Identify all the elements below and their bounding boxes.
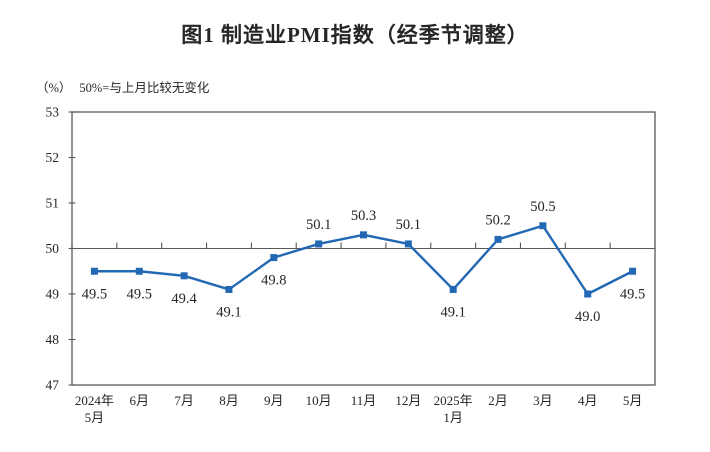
y-axis-tick-label: 52: [46, 150, 60, 165]
data-point-marker: [225, 285, 233, 293]
data-point-label: 49.1: [216, 304, 241, 320]
axis-unit-note: （%） 50%=与上月比较无变化: [36, 77, 209, 96]
data-point-marker: [180, 272, 188, 280]
data-point-label: 50.1: [306, 217, 331, 233]
x-axis-label: 12月: [395, 393, 421, 408]
data-point-marker: [494, 235, 502, 243]
data-point-marker: [404, 240, 412, 248]
x-axis-label: 2月: [488, 393, 508, 408]
x-axis-label: 2025年: [434, 393, 473, 408]
data-point-label: 49.1: [441, 304, 466, 320]
data-point-marker: [315, 240, 323, 248]
x-axis-label: 8月: [219, 393, 239, 408]
data-point-label: 50.3: [351, 208, 376, 224]
x-axis-label: 4月: [578, 393, 598, 408]
data-point-label: 50.2: [485, 212, 510, 228]
data-point-label: 49.5: [620, 286, 645, 302]
data-point-label: 49.5: [127, 286, 152, 302]
y-axis-tick-label: 53: [46, 105, 60, 120]
data-point-label: 49.8: [261, 273, 286, 289]
reference-note: 50%=与上月比较无变化: [79, 81, 210, 95]
data-point-marker: [629, 267, 637, 275]
x-axis-label: 10月: [306, 393, 332, 408]
data-point-marker: [539, 222, 547, 230]
unit-label: （%）: [36, 81, 72, 95]
data-point-marker: [90, 267, 98, 275]
x-axis-label: 3月: [533, 393, 553, 408]
x-axis-label: 2024年: [75, 393, 114, 408]
x-axis-label: 7月: [174, 393, 194, 408]
data-point-label: 49.4: [171, 291, 197, 307]
data-point-marker: [135, 267, 143, 275]
chart-title: 图1 制造业PMI指数（经季节调整）: [181, 23, 529, 47]
y-axis-tick-label: 49: [46, 287, 60, 302]
data-point-label: 50.5: [530, 199, 555, 215]
y-axis-tick-label: 47: [46, 378, 60, 393]
data-point-marker: [360, 231, 367, 239]
data-point-marker: [584, 290, 592, 298]
x-axis-label: 6月: [130, 393, 150, 408]
x-axis-label: 11月: [351, 393, 377, 408]
x-axis-label: 5月: [623, 393, 643, 408]
x-axis-label: 5月: [85, 410, 105, 425]
x-axis-label: 1月: [443, 410, 463, 425]
y-axis-tick-label: 51: [46, 196, 60, 211]
data-point-label: 49.5: [82, 286, 107, 302]
data-point-marker: [270, 254, 278, 262]
data-point-label: 49.0: [575, 309, 600, 325]
x-axis-label: 9月: [264, 393, 284, 408]
data-point-marker: [449, 285, 457, 293]
data-point-label: 50.1: [396, 217, 421, 233]
y-axis-tick-label: 48: [46, 332, 60, 347]
y-axis-tick-label: 50: [46, 241, 60, 256]
